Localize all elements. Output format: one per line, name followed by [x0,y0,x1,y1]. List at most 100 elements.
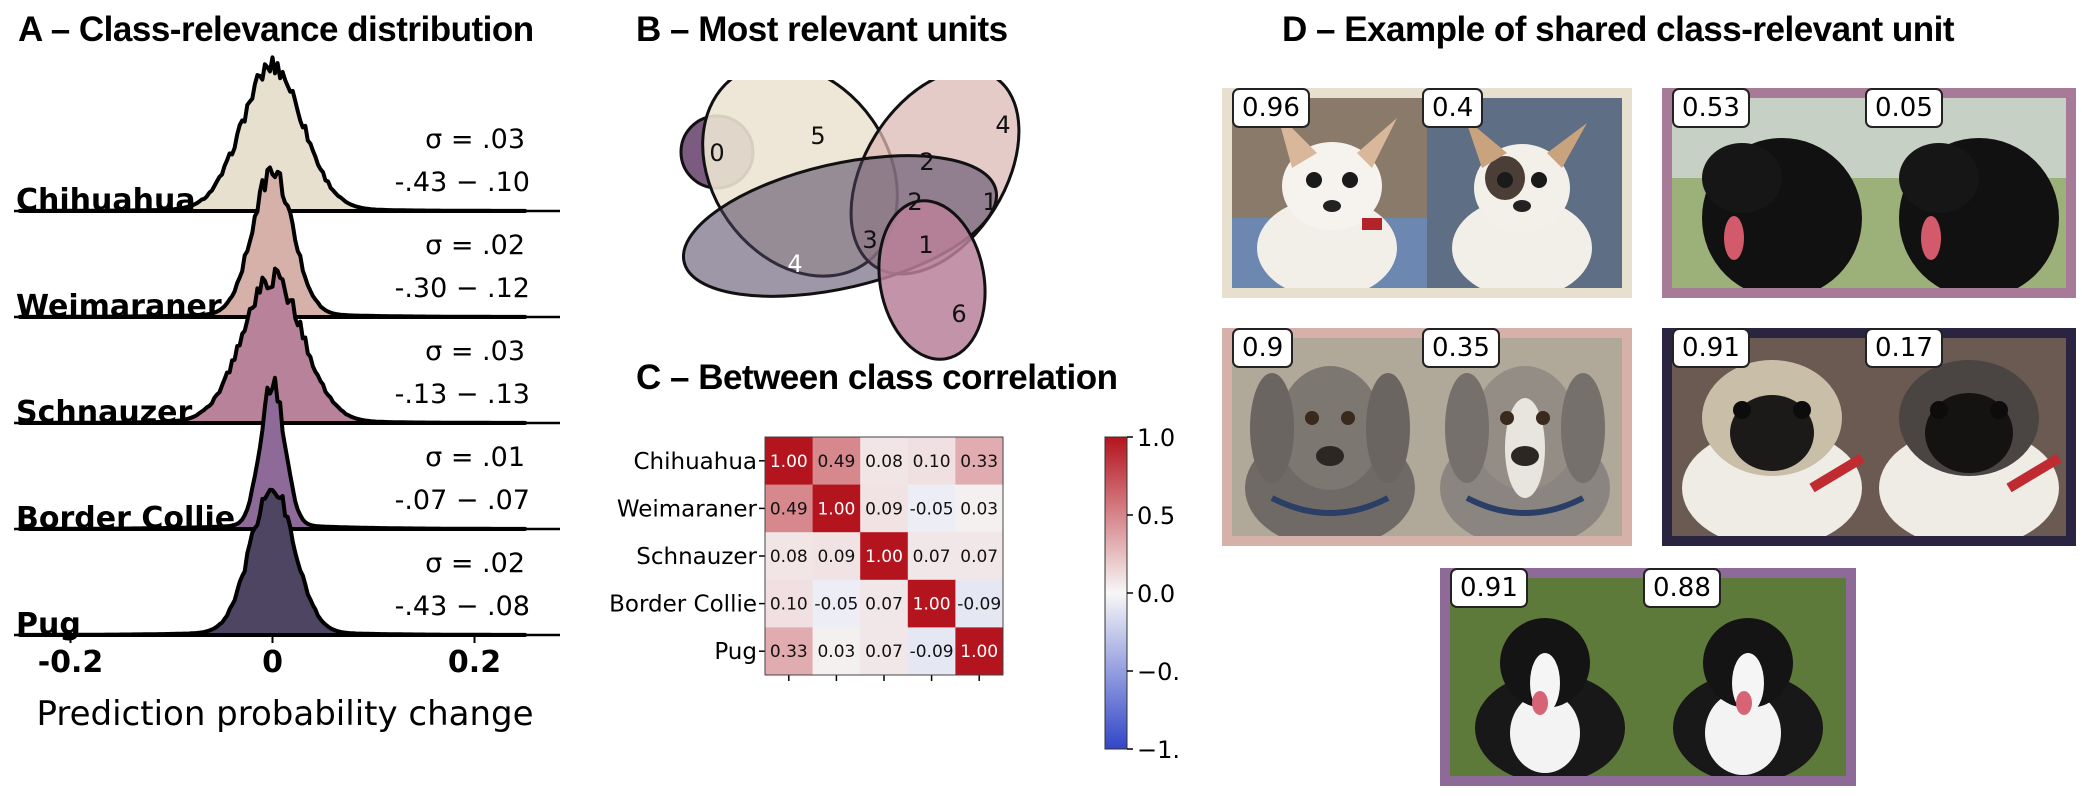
ridge-sigma: σ = .03 [425,124,525,155]
ridge-range: -.07 − .07 [395,485,530,516]
ridge-label: Border Collie [16,501,235,536]
heatmap-cell-value: 0.10 [770,595,808,615]
heatmap-cell-value: 1.00 [770,452,808,472]
score-original: 0.91 [1450,568,1528,608]
score-original: 0.96 [1232,88,1310,128]
heatmap-cell [955,437,1004,486]
heatmap-cell-value: 0.07 [865,595,903,615]
heatmap-cell [812,579,861,628]
venn-region-count: 2 [919,148,934,176]
example-pug: 0.91 0.17 [1662,328,2076,546]
pug-photo-modified [1869,338,2066,536]
heatmap-cell-value: 1.00 [960,642,998,662]
x-tick-label: -0.2 [38,645,104,680]
heatmap-cell [765,484,814,533]
venn-region-count: 3 [862,226,877,254]
panel-c-title: C – Between class correlation [636,358,1118,397]
ridge-label: Schnauzer [16,395,193,430]
heatmap-cell [765,579,814,628]
example-chihuahua: 0.96 0.4 [1222,88,1632,298]
heatmap-cell [955,532,1004,581]
heatmap-cell [860,579,909,628]
schnauzer-photo-modified [1869,98,2066,288]
ridge-range: -.30 − .12 [395,273,530,304]
heatmap-cell-value: 1.00 [817,499,855,519]
heatmap-cell [907,437,956,486]
weimaraner-photo-modified [1427,338,1622,536]
chihuahua-photo-modified [1427,98,1622,288]
heatmap-cell-value: 0.07 [865,642,903,662]
ridge-sigma: σ = .02 [425,230,525,261]
score-modified: 0.17 [1865,328,1943,368]
ridge-sigma: σ = .03 [425,336,525,367]
heatmap-cell-value: 0.07 [960,547,998,567]
panel-a-title: A – Class-relevance distribution [18,10,534,49]
colorbar-tick-label: −0.5 [1137,658,1180,686]
heatmap-cell-value: 1.00 [865,547,903,567]
venn-region-count: 4 [995,111,1010,139]
heatmap-cell-value: 0.09 [817,547,855,567]
ridge-range: -.43 − .08 [395,591,530,622]
example-schnauzer: 0.53 0.05 [1662,88,2076,298]
score-original: 0.9 [1232,328,1294,368]
ridge-label: Chihuahua [16,183,196,218]
venn-region-count: 5 [810,122,825,150]
ridge-range: -.13 − .13 [395,379,530,410]
heatmap-cell-value: -0.09 [957,595,1001,615]
venn-region-count: 1 [918,231,933,259]
heatmap-cell [955,579,1004,628]
heatmap-cell [860,627,909,676]
colorbar-tick-label: 1.0 [1137,424,1175,452]
venn-diagram: 0 5 4 4 6 2 2 1 3 1 [679,80,1021,361]
colorbar-tick-label: 0.0 [1137,580,1175,608]
correlation-heatmap: 1.00 0.49 0.08 0.10 0.33 Chihuahua 0.49 1.00 0.0… [609,424,1180,764]
ridge-label: Weimaraner [16,289,222,324]
colorbar [1104,436,1128,750]
heatmap-cell [765,437,814,486]
venn-region-count: 1 [982,188,997,216]
heatmap-cell-value: 0.33 [960,452,998,472]
colorbar-tick-label: −1.0 [1137,736,1180,764]
score-original: 0.91 [1672,328,1750,368]
heatmap-cell-value: -0.05 [814,595,858,615]
example-border-collie: 0.91 0.88 [1440,568,1856,786]
venn-region-count: 4 [787,250,802,278]
heatmap-cell [860,532,909,581]
colorbar-tick-label: 0.5 [1137,502,1175,530]
heatmap-cell-value: 0.33 [770,642,808,662]
venn-region-count: 2 [907,188,922,216]
heatmap-cell-value: 0.03 [817,642,855,662]
x-tick-label: 0.2 [448,645,501,680]
venn-region-count: 6 [951,300,966,328]
heatmap-cell [812,627,861,676]
ridge-sigma: σ = .02 [425,548,525,579]
heatmap-row-label: Schnauzer [636,544,757,570]
example-weimaraner: 0.9 0.35 [1222,328,1632,546]
x-axis-label: Prediction probability change [36,694,533,734]
ridge-plot: Chihuahua σ = .03 -.43 − .10 Weimaraner σ = … [14,55,560,734]
heatmap-cell [765,627,814,676]
heatmap-cell-value: 0.07 [913,547,951,567]
heatmap-cell [812,532,861,581]
score-modified: 0.05 [1865,88,1943,128]
border-collie-photo-original [1450,578,1648,776]
heatmap-cell-value: 0.03 [960,499,998,519]
heatmap-cell-value: 0.08 [865,452,903,472]
heatmap-cell-value: 0.49 [770,499,808,519]
heatmap-cell-value: 0.08 [770,547,808,567]
heatmap-cell [907,579,956,628]
heatmap-cell [812,484,861,533]
heatmap-cell-value: -0.09 [910,642,954,662]
score-original: 0.53 [1672,88,1750,128]
weimaraner-photo-original [1232,338,1427,536]
border-collie-photo-modified [1648,578,1846,776]
score-modified: 0.4 [1422,88,1484,128]
heatmap-cell-value: 0.09 [865,499,903,519]
heatmap-cell-value: 0.10 [913,452,951,472]
panel-b-title: B – Most relevant units [636,10,1008,49]
heatmap-row-label: Border Collie [609,592,757,618]
heatmap-row-label: Pug [714,639,757,665]
pug-photo-original [1672,338,1869,536]
heatmap-cell [955,627,1004,676]
score-modified: 0.88 [1643,568,1721,608]
